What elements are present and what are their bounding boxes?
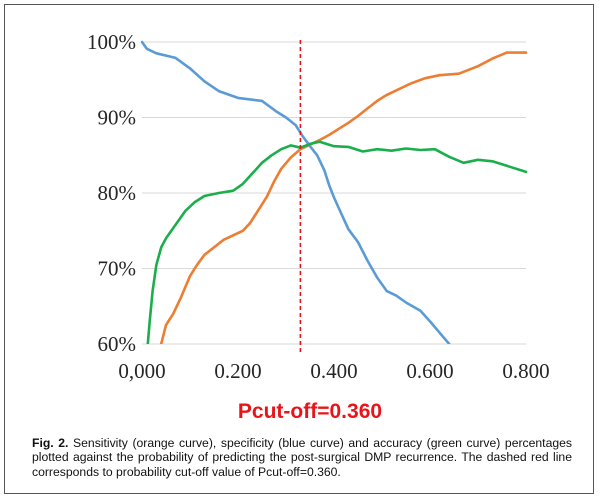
y-tick-label-4: 100%	[87, 30, 136, 54]
series-lines	[140, 40, 528, 344]
y-tick-label-1: 70%	[98, 257, 137, 281]
x-tick-label-3: 0.600	[406, 359, 453, 383]
figure-caption: Fig. 2. Sensitivity (orange curve), spec…	[32, 436, 572, 479]
x-tick-label-2: 0.400	[310, 359, 357, 383]
x-tick-label-0: 0,000	[118, 359, 165, 383]
caption-label: Fig. 2.	[32, 436, 69, 450]
specificity-curve	[140, 40, 451, 344]
x-axis-tick-labels: 0,000 0.200 0.400 0.600 0.800	[118, 359, 549, 383]
y-tick-label-2: 80%	[98, 181, 137, 205]
line-chart: 60% 70% 80% 90% 100% 0,000 0.200 0.400 0.600 0.8…	[87, 30, 550, 423]
caption-text: Sensitivity (orange curve), specificity …	[32, 436, 572, 479]
y-tick-label-0: 60%	[98, 332, 137, 356]
x-tick-label-4: 0.800	[502, 359, 549, 383]
gridlines	[142, 41, 526, 345]
cutoff-label: Pcut-off=0.360	[238, 400, 382, 423]
sensitivity-curve	[159, 51, 528, 344]
y-tick-label-3: 90%	[98, 106, 137, 130]
accuracy-curve	[146, 140, 528, 344]
x-tick-label-1: 0.200	[214, 359, 261, 383]
figure-frame	[4, 4, 594, 494]
y-axis-tick-labels: 60% 70% 80% 90% 100%	[87, 30, 136, 356]
